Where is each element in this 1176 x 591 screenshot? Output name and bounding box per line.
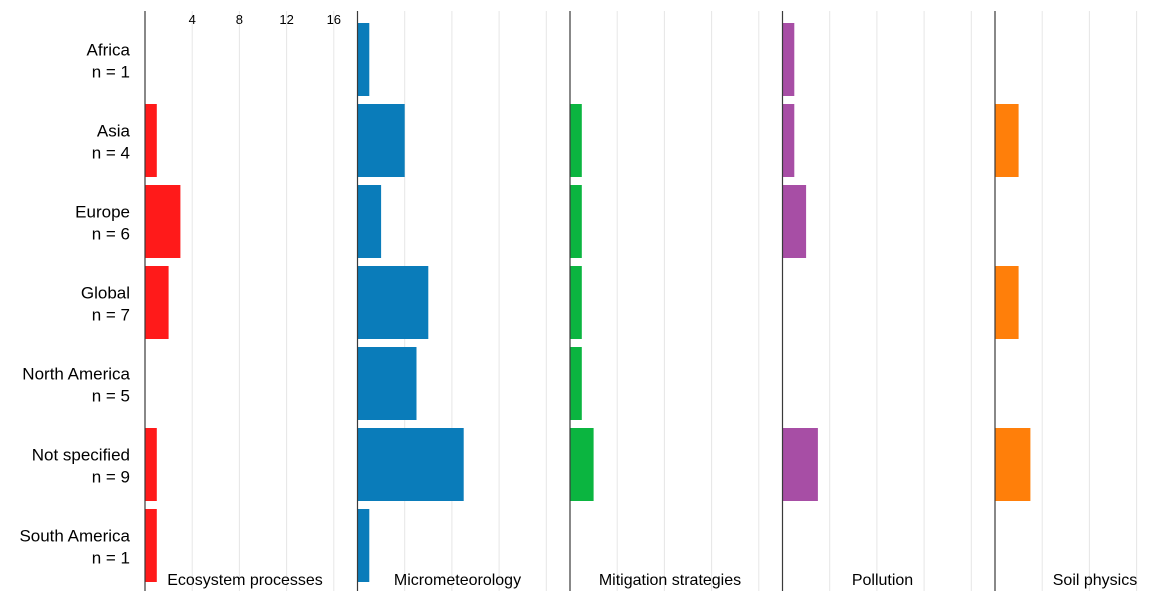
category-count-label: n = 6: [92, 225, 130, 244]
category-label: North America: [22, 365, 130, 384]
bar-micrometeorology-africa: [357, 23, 370, 96]
category-label: Africa: [87, 41, 131, 60]
bar-mitigation-strategies-asia: [570, 104, 582, 177]
bar-micrometeorology-asia: [357, 104, 405, 177]
bar-ecosystem-processes-europe: [145, 185, 181, 258]
bar-soil-physics-global: [995, 266, 1019, 339]
bar-pollution-not-specified: [782, 428, 818, 501]
bar-ecosystem-processes-global: [145, 266, 169, 339]
x-tick-label: 8: [236, 12, 243, 27]
bar-soil-physics-asia: [995, 104, 1019, 177]
bar-micrometeorology-not-specified: [357, 428, 464, 501]
category-count-label: n = 4: [92, 144, 130, 163]
bar-mitigation-strategies-north-america: [570, 347, 582, 420]
category-count-label: n = 1: [92, 63, 130, 82]
x-tick-label: 16: [327, 12, 341, 27]
x-tick-label: 4: [189, 12, 196, 27]
bar-mitigation-strategies-not-specified: [570, 428, 594, 501]
bar-micrometeorology-europe: [357, 185, 382, 258]
category-label: Global: [81, 284, 130, 303]
category-label: Europe: [75, 203, 130, 222]
bar-ecosystem-processes-not-specified: [145, 428, 157, 501]
bar-ecosystem-processes-asia: [145, 104, 157, 177]
panel-label: Mitigation strategies: [599, 572, 741, 589]
bar-pollution-africa: [782, 23, 795, 96]
panel-label: Ecosystem processes: [167, 572, 323, 589]
x-tick-label: 12: [279, 12, 293, 27]
bar-micrometeorology-global: [357, 266, 429, 339]
bar-layer: [145, 23, 1031, 582]
category-count-label: n = 9: [92, 468, 130, 487]
category-count-label: n = 5: [92, 387, 130, 406]
category-label: South America: [19, 527, 130, 546]
panel-label: Pollution: [852, 572, 913, 589]
bar-micrometeorology-north-america: [357, 347, 417, 420]
bar-mitigation-strategies-global: [570, 266, 582, 339]
label-layer: Ecosystem processes Micrometeorology Mitig…: [19, 12, 1137, 589]
axis-layer: [144, 11, 996, 591]
grid-layer: [191, 11, 1138, 591]
bar-soil-physics-not-specified: [995, 428, 1031, 501]
bar-pollution-europe: [782, 185, 807, 258]
panel-label: Micrometeorology: [394, 572, 521, 589]
panel-label: Soil physics: [1053, 572, 1137, 589]
bar-mitigation-strategies-europe: [570, 185, 582, 258]
bar-ecosystem-processes-south-america: [145, 509, 157, 582]
bar-micrometeorology-south-america: [357, 509, 370, 582]
category-label: Asia: [97, 122, 131, 141]
category-label: Not specified: [32, 446, 130, 465]
category-count-label: n = 1: [92, 549, 130, 568]
bar-pollution-asia: [782, 104, 795, 177]
category-count-label: n = 7: [92, 306, 130, 325]
